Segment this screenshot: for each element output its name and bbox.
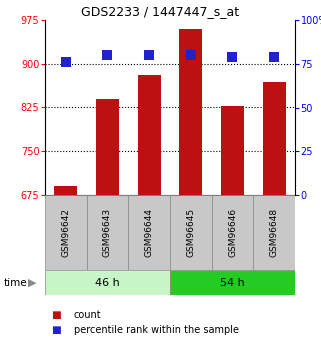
Bar xyxy=(45,270,170,295)
Bar xyxy=(253,195,295,270)
Text: GSM96642: GSM96642 xyxy=(61,208,70,257)
Text: ■: ■ xyxy=(51,310,61,320)
Text: GSM96645: GSM96645 xyxy=(186,208,195,257)
Text: count: count xyxy=(74,310,101,320)
Bar xyxy=(96,99,119,195)
Point xyxy=(188,52,193,58)
Bar xyxy=(170,195,212,270)
Bar xyxy=(179,29,202,195)
Bar xyxy=(263,82,286,195)
Text: GDS2233 / 1447447_s_at: GDS2233 / 1447447_s_at xyxy=(82,5,239,18)
Text: 46 h: 46 h xyxy=(95,277,120,287)
Bar xyxy=(54,186,77,195)
Text: ▶: ▶ xyxy=(28,277,36,287)
Point xyxy=(272,54,277,59)
Text: 54 h: 54 h xyxy=(220,277,245,287)
Point xyxy=(230,54,235,59)
Text: GSM96646: GSM96646 xyxy=(228,208,237,257)
Bar xyxy=(128,195,170,270)
Bar xyxy=(87,195,128,270)
Text: GSM96644: GSM96644 xyxy=(145,208,154,257)
Text: GSM96643: GSM96643 xyxy=(103,208,112,257)
Point xyxy=(63,59,68,65)
Bar xyxy=(138,76,160,195)
Bar xyxy=(221,106,244,195)
Text: time: time xyxy=(3,277,27,287)
Text: ■: ■ xyxy=(51,325,61,335)
Point xyxy=(105,52,110,58)
Text: percentile rank within the sample: percentile rank within the sample xyxy=(74,325,239,335)
Bar xyxy=(45,195,87,270)
Bar xyxy=(170,270,295,295)
Point xyxy=(147,52,152,58)
Bar xyxy=(212,195,253,270)
Text: GSM96648: GSM96648 xyxy=(270,208,279,257)
